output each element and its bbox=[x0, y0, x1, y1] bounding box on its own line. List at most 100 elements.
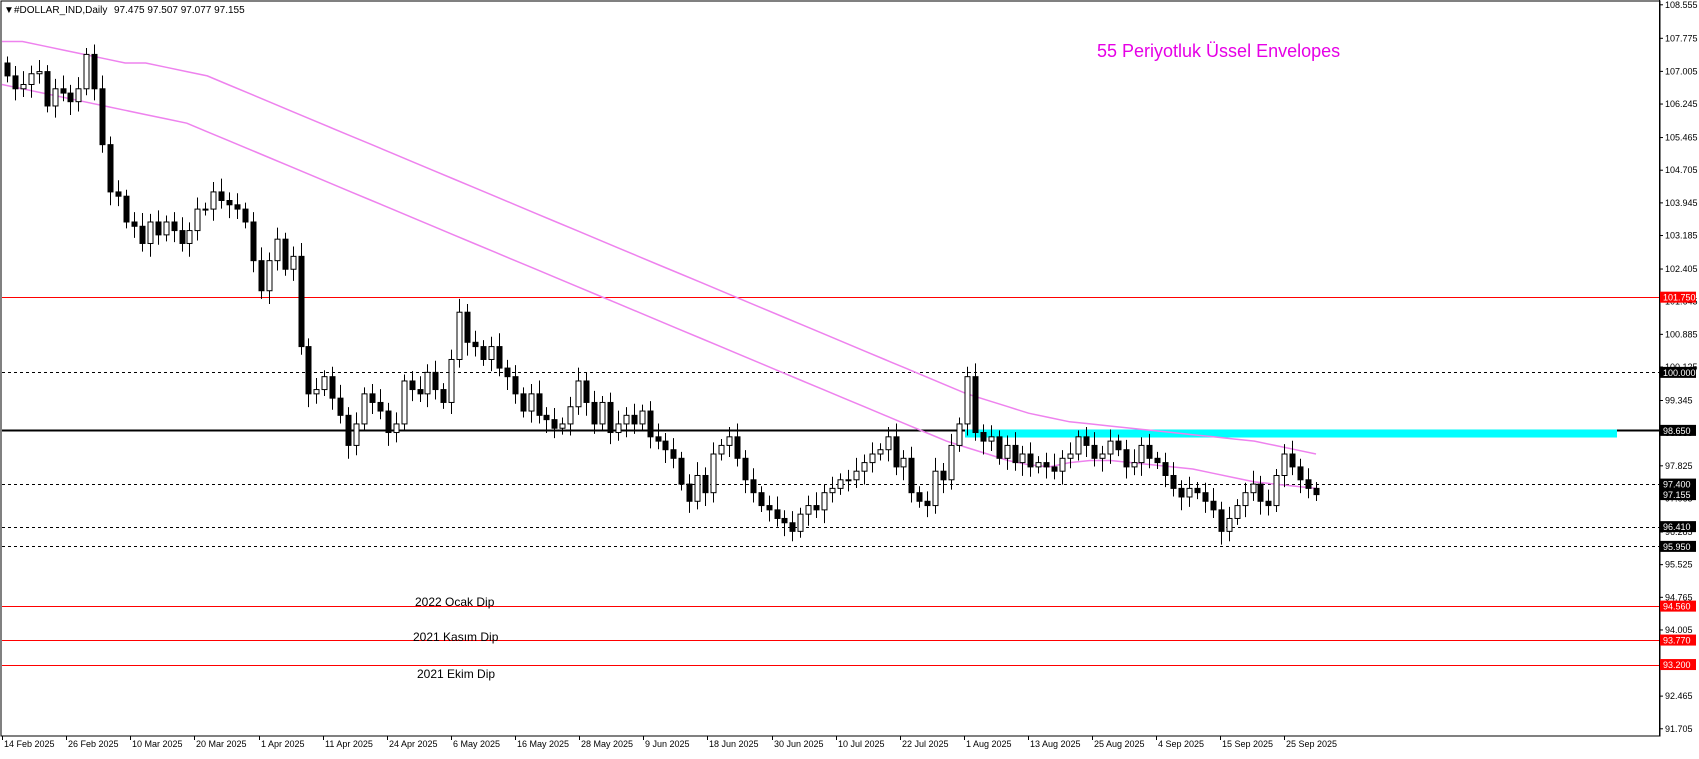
candle-body bbox=[956, 423, 963, 446]
candle bbox=[1067, 442, 1074, 469]
candle bbox=[147, 213, 154, 257]
candle-body bbox=[591, 401, 598, 425]
candle-body bbox=[1075, 436, 1082, 455]
candle bbox=[932, 457, 939, 514]
candle-body bbox=[837, 479, 844, 489]
candle bbox=[631, 403, 638, 434]
y-tick-label: 104.705 bbox=[1665, 165, 1698, 175]
candle bbox=[369, 383, 376, 415]
candle bbox=[964, 366, 971, 436]
price-tag: 101.750 bbox=[1660, 291, 1696, 303]
candle-body bbox=[710, 453, 717, 494]
x-tick-label: 6 May 2025 bbox=[453, 739, 500, 749]
candle bbox=[567, 396, 574, 436]
candle bbox=[258, 247, 265, 299]
candle-body bbox=[242, 208, 249, 223]
candle bbox=[924, 491, 931, 518]
candle-body bbox=[972, 376, 979, 434]
candle bbox=[607, 392, 614, 445]
candle bbox=[829, 476, 836, 503]
candle-body bbox=[12, 75, 19, 90]
annotation-2021-kasim: 2021 Kasım Dip bbox=[413, 630, 499, 644]
candle bbox=[115, 180, 122, 207]
candle-body bbox=[448, 358, 455, 403]
candle bbox=[298, 243, 305, 355]
candle-body bbox=[1281, 453, 1288, 476]
candle-body bbox=[631, 414, 638, 425]
x-tick-label: 28 May 2025 bbox=[581, 739, 633, 749]
candle-body bbox=[67, 92, 74, 103]
y-tick-label: 100.885 bbox=[1665, 329, 1698, 339]
envelope-lines bbox=[1, 40, 1317, 490]
candle-body bbox=[1218, 509, 1225, 532]
candle bbox=[678, 451, 685, 491]
candle bbox=[758, 486, 765, 513]
y-tick-label: 91.705 bbox=[1665, 724, 1693, 734]
candle bbox=[1194, 481, 1201, 500]
candle-body bbox=[528, 393, 535, 412]
candle-body bbox=[99, 88, 106, 146]
candle bbox=[504, 359, 511, 390]
x-tick-label: 1 Aug 2025 bbox=[966, 739, 1012, 749]
candle bbox=[1218, 501, 1225, 545]
candle-body bbox=[1154, 457, 1161, 464]
candle-body bbox=[234, 204, 241, 210]
price-tag: 97.400 bbox=[1660, 478, 1696, 490]
candle-body bbox=[488, 346, 495, 360]
candle bbox=[1107, 429, 1114, 464]
x-tick-label: 1 Apr 2025 bbox=[261, 739, 305, 749]
candle bbox=[948, 433, 955, 490]
candle-body bbox=[869, 453, 876, 464]
candle bbox=[409, 371, 416, 402]
x-tick-label: 18 Jun 2025 bbox=[709, 739, 759, 749]
price-tag-bg bbox=[1660, 366, 1696, 378]
candle bbox=[1154, 451, 1161, 470]
candle-body bbox=[1257, 483, 1264, 502]
candle bbox=[99, 75, 106, 153]
candle-body bbox=[424, 371, 431, 395]
candle bbox=[1004, 435, 1011, 470]
candle-body bbox=[393, 423, 400, 434]
x-tick-label: 22 Jul 2025 bbox=[902, 739, 949, 749]
x-tick-label: 9 Jun 2025 bbox=[645, 739, 690, 749]
candle-body bbox=[1067, 453, 1074, 459]
candle-body bbox=[353, 423, 360, 446]
price-tag-label: 98.650 bbox=[1663, 426, 1691, 436]
price-tag-bg bbox=[1660, 478, 1696, 490]
y-tick-label: 105.465 bbox=[1665, 133, 1698, 143]
candle bbox=[908, 446, 915, 503]
candle bbox=[305, 338, 312, 408]
candle-body bbox=[432, 371, 439, 391]
candle-body bbox=[496, 346, 503, 369]
candle bbox=[83, 47, 90, 96]
candle bbox=[916, 486, 923, 508]
candle bbox=[647, 401, 654, 449]
candle bbox=[837, 473, 844, 495]
candle-body bbox=[179, 230, 186, 244]
candle-body bbox=[1242, 492, 1249, 507]
candle-body bbox=[440, 389, 447, 403]
candle bbox=[1273, 469, 1280, 513]
candle bbox=[1257, 475, 1264, 515]
candle bbox=[321, 370, 328, 397]
candle bbox=[44, 65, 51, 113]
candle-body bbox=[83, 53, 90, 90]
horizontal-levels bbox=[2, 297, 1659, 666]
candle bbox=[893, 423, 900, 476]
price-tag-bg bbox=[1660, 634, 1696, 646]
candle-body bbox=[155, 221, 162, 236]
candle bbox=[1012, 432, 1019, 471]
candle-body bbox=[702, 474, 709, 494]
candle bbox=[599, 396, 606, 431]
candle-body bbox=[163, 221, 170, 236]
candle-body bbox=[924, 500, 931, 507]
candle bbox=[536, 380, 543, 424]
x-tick-label: 13 Aug 2025 bbox=[1030, 739, 1081, 749]
candle-body bbox=[226, 200, 233, 206]
y-tick-label: 103.945 bbox=[1665, 198, 1698, 208]
candle bbox=[12, 66, 19, 101]
candle-body bbox=[361, 393, 368, 425]
candle-body bbox=[480, 346, 487, 360]
